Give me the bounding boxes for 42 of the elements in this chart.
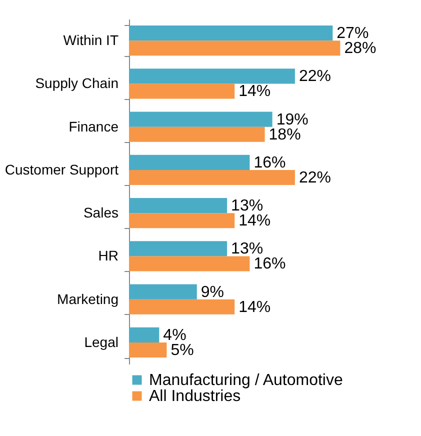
bar — [129, 327, 160, 342]
data-label: 9% — [200, 284, 224, 301]
data-label: 14% — [238, 83, 271, 100]
bar — [129, 198, 228, 214]
bar — [129, 84, 235, 99]
bar — [129, 299, 235, 314]
bar — [129, 25, 333, 41]
bar — [129, 342, 167, 358]
data-label: 13% — [231, 198, 264, 215]
y-tick-label: Sales — [83, 204, 118, 221]
data-label: 27% — [336, 25, 369, 42]
bar — [129, 241, 228, 256]
bar — [129, 256, 250, 272]
data-label: 16% — [254, 154, 286, 172]
data-label: 18% — [268, 126, 301, 144]
data-label: 13% — [231, 240, 264, 258]
y-tick-label: Within IT — [63, 32, 119, 48]
data-label: 19% — [276, 111, 308, 128]
y-tick-label: Legal — [84, 334, 118, 350]
bar — [129, 213, 235, 228]
bar — [129, 40, 340, 56]
y-tick-label: Marketing — [57, 290, 118, 307]
y-tick-label: HR — [98, 248, 118, 264]
bar — [129, 126, 265, 142]
data-label: 22% — [298, 169, 331, 186]
bar — [129, 112, 272, 127]
y-tick-label: Customer Support — [4, 161, 119, 178]
bar — [129, 68, 295, 84]
y-tick-label: Supply Chain — [35, 75, 118, 92]
legend-label: All Industries — [149, 388, 241, 405]
data-label: 4% — [163, 326, 186, 344]
data-label: 28% — [344, 40, 376, 58]
data-label: 14% — [238, 298, 271, 316]
data-label: 14% — [238, 212, 271, 230]
y-tick-label: Finance — [68, 118, 119, 134]
data-label: 22% — [298, 68, 331, 86]
data-label: 16% — [254, 256, 286, 273]
bar — [129, 154, 250, 170]
bar — [129, 170, 295, 186]
legend-label: Manufacturing / Automotive — [149, 372, 343, 389]
bar — [129, 284, 197, 300]
data-label: 5% — [170, 342, 194, 359]
